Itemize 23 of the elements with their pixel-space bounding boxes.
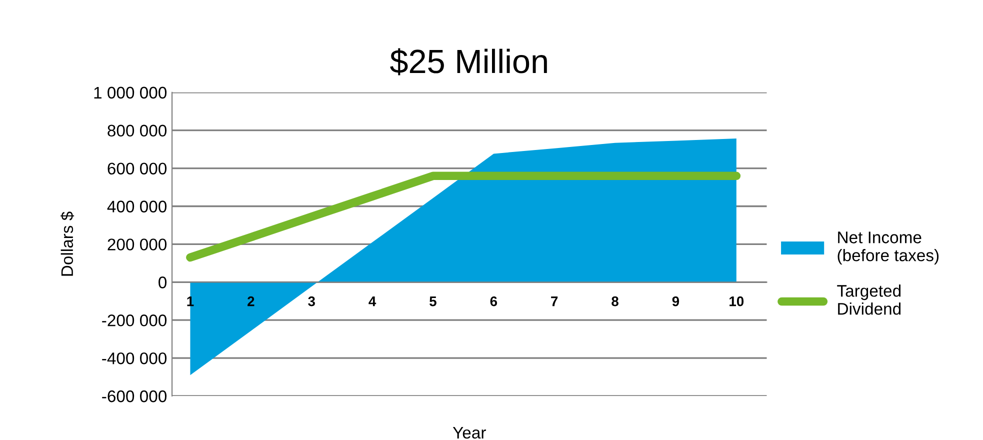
x-tick-label: 8: [612, 296, 618, 306]
y-tick-label: 1 000 000: [94, 86, 167, 99]
y-tick-label: -200 000: [102, 314, 167, 326]
y-tick-label: 600 000: [108, 162, 167, 175]
x-tick-label: 2: [248, 296, 254, 306]
y-tick-label: 200 000: [108, 238, 167, 250]
legend-label: Net Income (before taxes): [838, 232, 939, 265]
y-tick-label: -600 000: [102, 390, 167, 402]
x-tick-label: 5: [430, 296, 436, 306]
x-axis-title: Year: [452, 426, 486, 439]
chart-title: $25 Million: [390, 48, 547, 76]
x-tick-label: 3: [308, 296, 315, 306]
x-tick-label: 4: [368, 296, 376, 306]
x-tick-label: 7: [551, 296, 558, 306]
y-axis-title: Dollars $: [60, 212, 74, 276]
x-tick-label: 9: [672, 296, 680, 306]
y-tick-label: 800 000: [108, 124, 167, 137]
y-tick-label: 400 000: [107, 200, 167, 212]
x-tick-label: 10: [730, 296, 744, 306]
y-tick-label: -400 000: [102, 352, 167, 364]
legend-label: Targeted Dividend: [837, 284, 901, 315]
x-tick-label: 6: [490, 296, 498, 306]
y-tick-label: 0: [158, 276, 167, 288]
